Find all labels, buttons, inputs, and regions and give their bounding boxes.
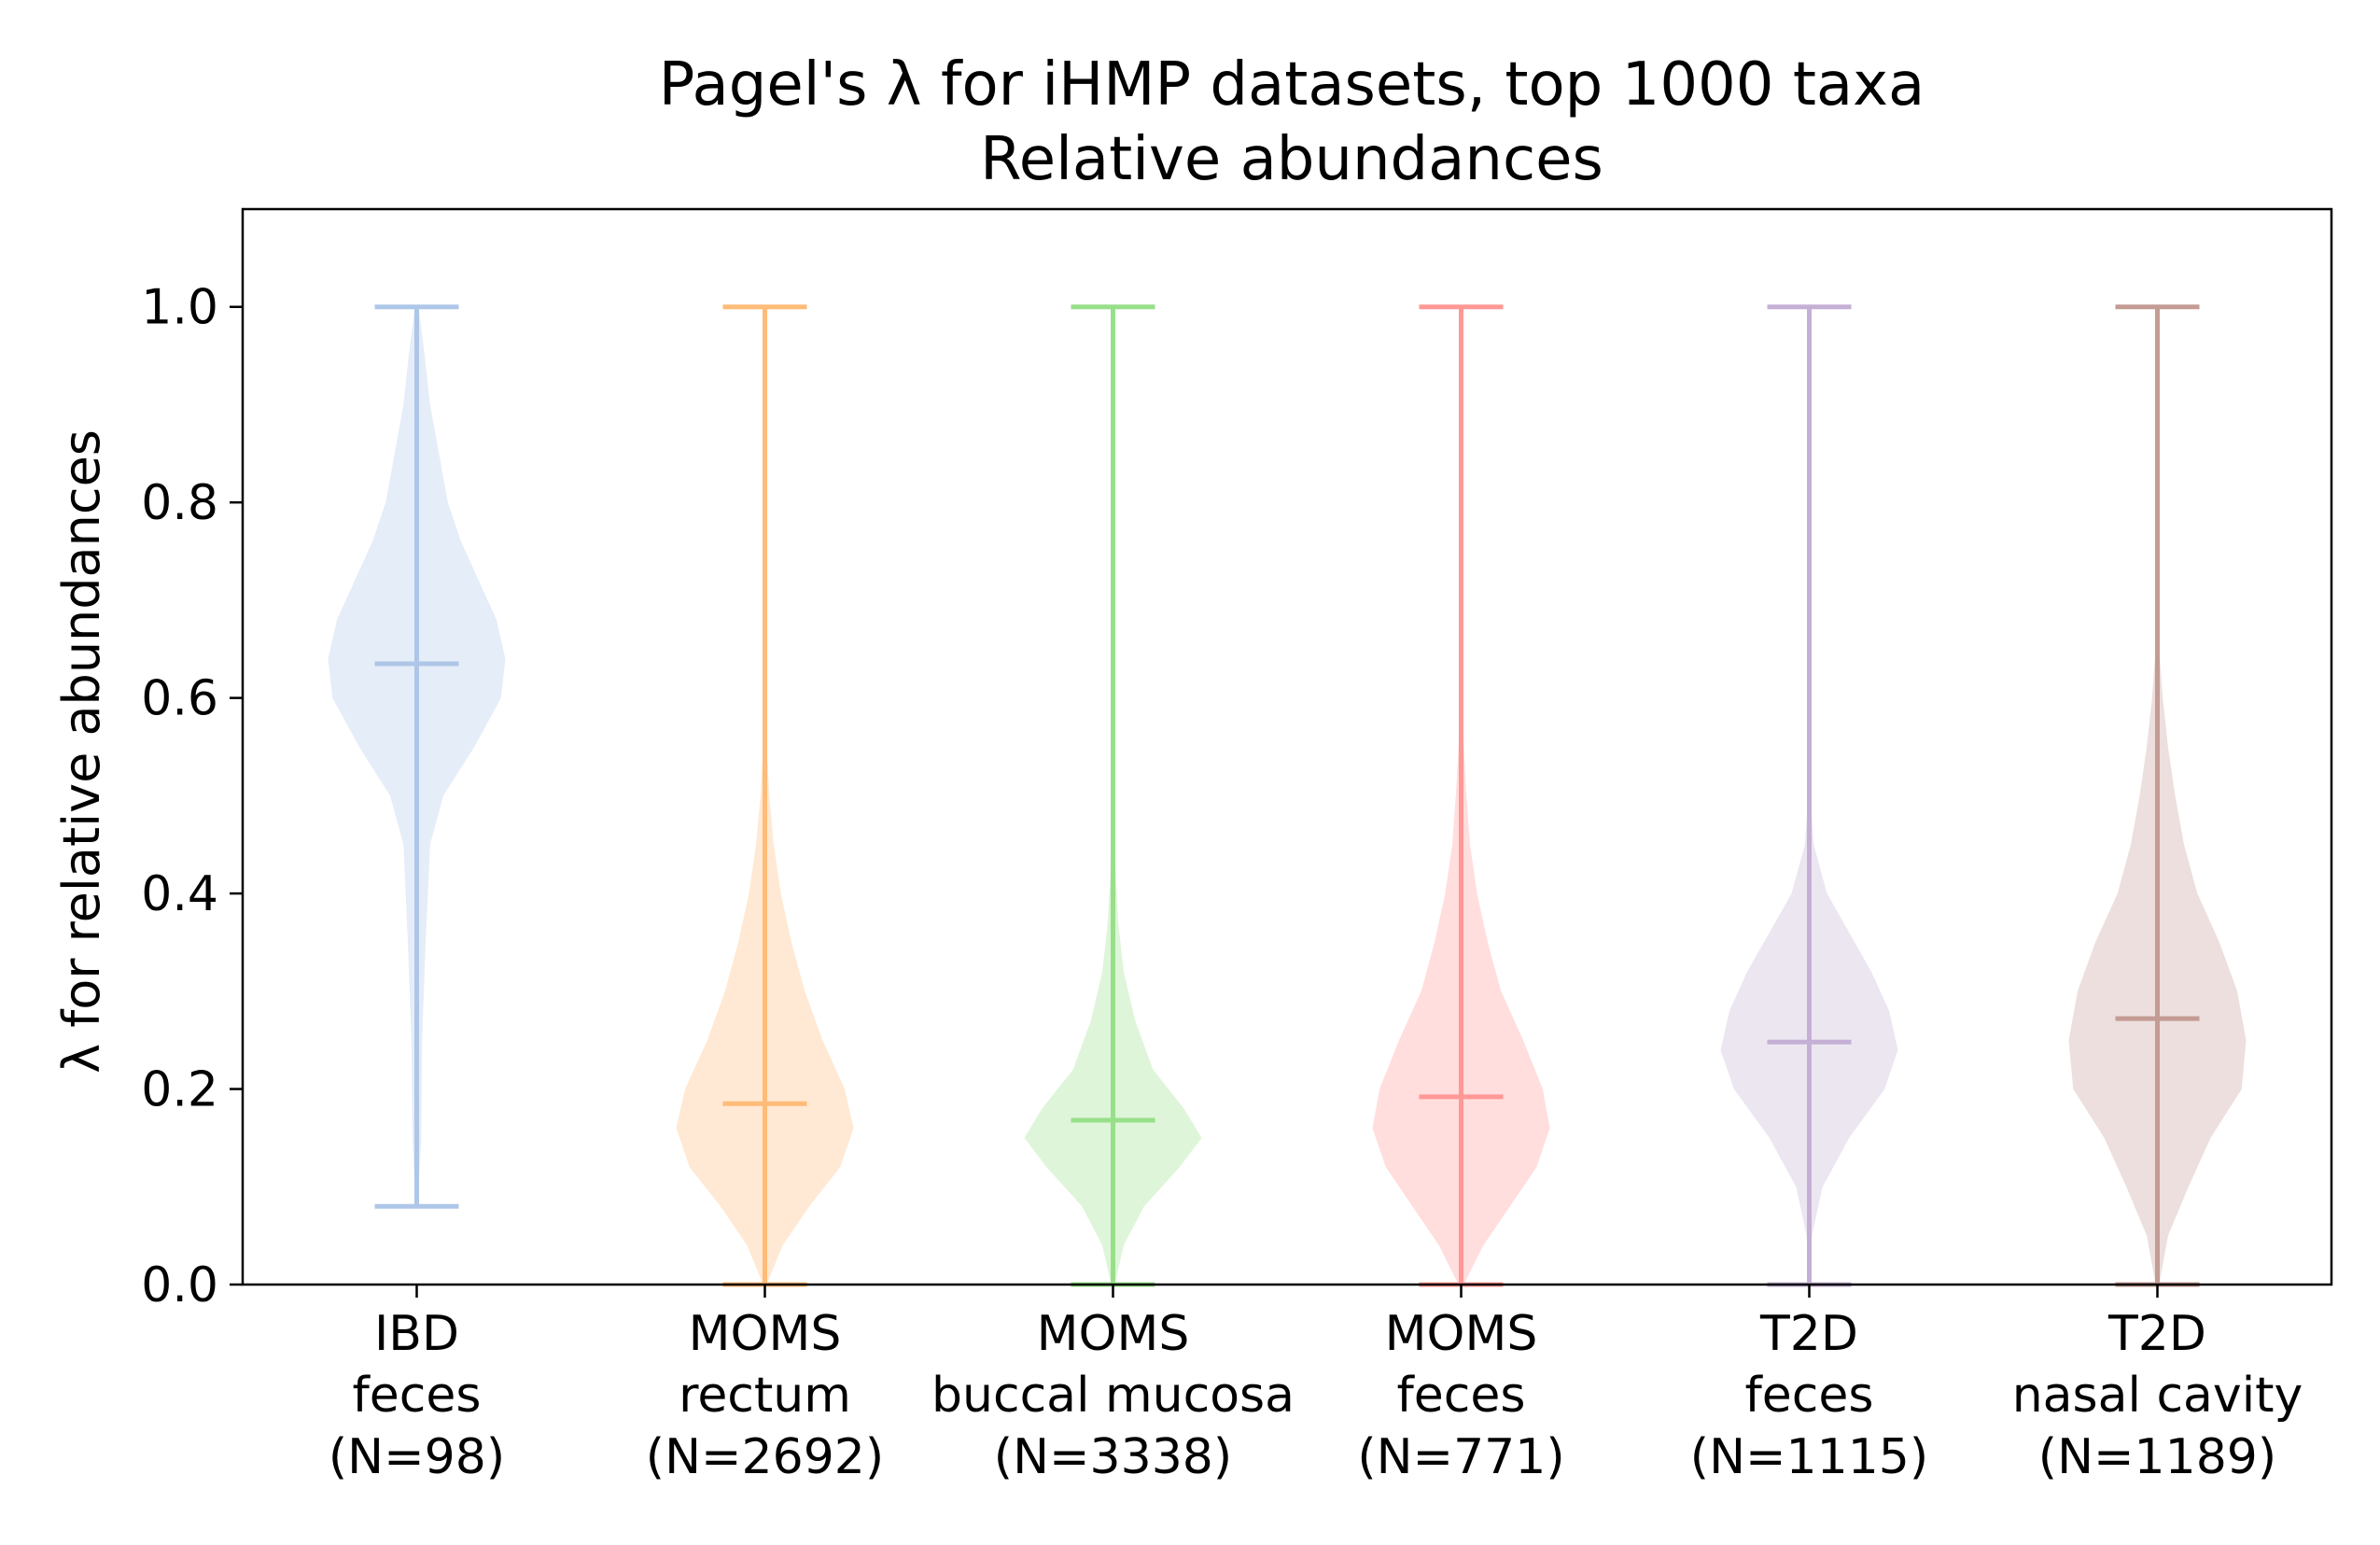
x-tick-label: feces [1397,1368,1526,1424]
x-tick-label: rectum [679,1368,851,1424]
x-tick-label: buccal mucosa [931,1368,1295,1424]
x-tick-label: (N=98) [329,1429,505,1485]
x-tick-label: (N=2692) [646,1429,884,1485]
y-tick-label: 0.8 [141,475,218,531]
y-axis-label: λ for relative abundances [52,429,111,1074]
x-tick-label: nasal cavity [2012,1368,2303,1424]
y-tick-label: 1.0 [141,280,218,336]
violin-series-0 [328,304,506,1209]
x-tick-label: (N=1115) [1690,1429,1928,1485]
x-tick-label: (N=771) [1357,1429,1564,1485]
y-tick-label: 0.0 [141,1257,218,1313]
axes-group: IBDfeces(N=98)MOMSrectum(N=2692)MOMSbucc… [141,207,2333,1485]
x-tick-label: IBD [374,1306,459,1362]
x-tick-label: T2D [2107,1306,2206,1362]
violin-series-5 [2068,304,2247,1287]
chart-title: Pagel's λ for iHMP datasets, top 1000 ta… [659,50,1925,119]
x-tick-label: MOMS [689,1306,842,1362]
x-tick-label: MOMS [1037,1306,1190,1362]
x-tick-label: MOMS [1385,1306,1538,1362]
y-tick-label: 0.2 [141,1062,218,1118]
violin-series-3 [1372,304,1550,1287]
x-tick-label: (N=3338) [994,1429,1232,1485]
violin-series-1 [676,304,854,1287]
x-tick-label: feces [353,1368,482,1424]
violin-series-2 [1024,304,1202,1287]
violin-series-4 [1720,304,1898,1287]
y-tick-label: 0.6 [141,671,218,727]
plot-frame [241,207,2333,1286]
x-tick-label: (N=1189) [2038,1429,2276,1485]
chart-subtitle: Relative abundances [980,125,1603,194]
x-tick-label: feces [1745,1368,1874,1424]
y-tick-label: 0.4 [141,866,218,922]
x-tick-label: T2D [1759,1306,1858,1362]
violin-series-group [328,304,2247,1287]
